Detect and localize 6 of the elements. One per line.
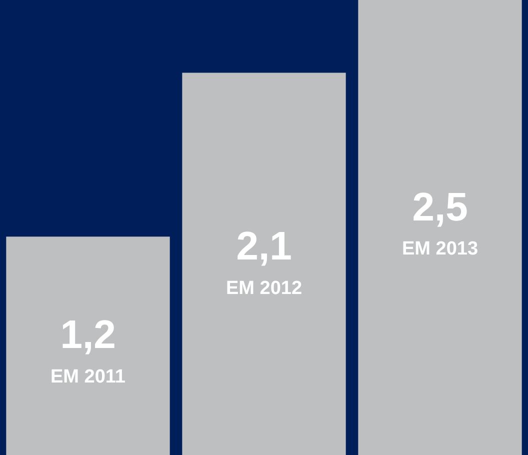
x-tick-label: EM 2013 [402, 238, 478, 260]
x-tick-label: EM 2011 [50, 366, 126, 388]
data-label: 2,1 [236, 224, 292, 269]
data-label: 1,2 [60, 313, 116, 358]
x-tick-label: EM 2012 [226, 278, 302, 299]
data-label: 2,5 [412, 185, 468, 230]
